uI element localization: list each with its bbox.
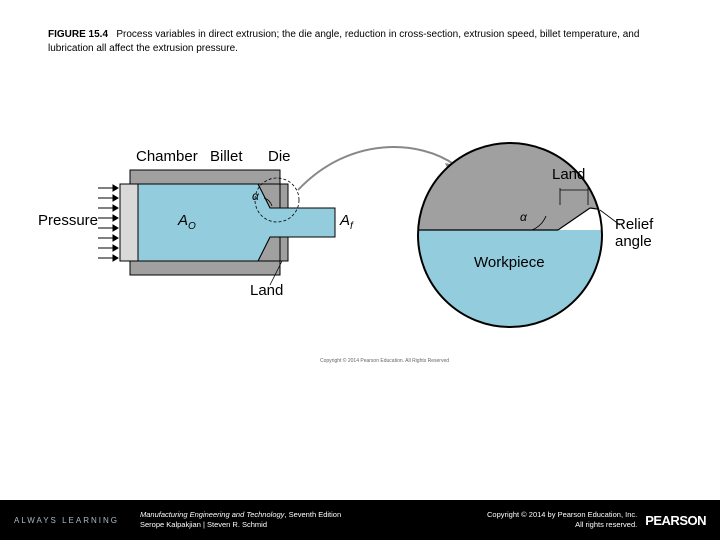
footer-tagline: ALWAYS LEARNING (0, 516, 140, 525)
footer-authors: Serope Kalpakjian | Steven R. Schmid (140, 520, 267, 529)
label-chamber: Chamber (136, 148, 198, 165)
pressure-arrows (98, 185, 118, 261)
diagram-svg (60, 130, 680, 410)
right-detail-circle (410, 140, 620, 340)
figure-number: FIGURE 15.4 (48, 29, 108, 40)
label-alpha-right: α (520, 210, 527, 224)
label-a0: AO (178, 212, 196, 232)
footer-book-title: Manufacturing Engineering and Technology (140, 510, 284, 519)
label-relief-angle: Relief angle (615, 216, 680, 250)
pearson-logo: PEARSON (645, 513, 720, 528)
footer-edition: , Seventh Edition (284, 510, 341, 519)
footer-bar: ALWAYS LEARNING Manufacturing Engineerin… (0, 500, 720, 540)
connector-arrow (298, 147, 455, 190)
label-workpiece: Workpiece (474, 254, 545, 271)
billet-shape (138, 184, 335, 261)
label-billet: Billet (210, 148, 243, 165)
footer-copyright: Copyright © 2014 by Pearson Education, I… (487, 510, 645, 530)
label-land-right: Land (552, 166, 585, 183)
figure-caption: FIGURE 15.4 Process variables in direct … (48, 28, 672, 56)
diagram-container: Chamber Billet Die Pressure Land AO Af α… (60, 130, 680, 410)
label-die: Die (268, 148, 291, 165)
label-pressure: Pressure (38, 212, 98, 229)
footer-book-info: Manufacturing Engineering and Technology… (140, 510, 487, 530)
diagram-copyright: Copyright © 2014 Pearson Education. All … (320, 358, 449, 364)
label-af: Af (340, 212, 353, 232)
figure-caption-text: Process variables in direct extrusion; t… (48, 29, 639, 54)
label-alpha-left: α (252, 189, 259, 203)
label-land-left: Land (250, 282, 283, 299)
